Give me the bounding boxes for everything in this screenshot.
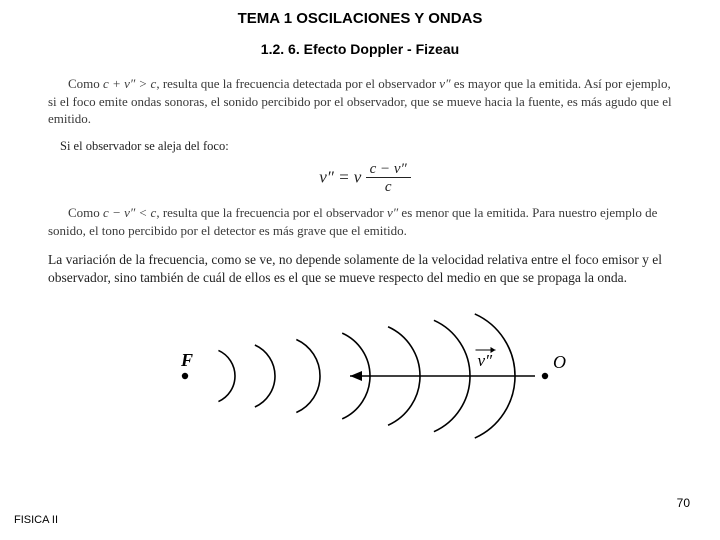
o-point: [542, 372, 548, 378]
formula-lhs: ν″ = ν: [319, 167, 361, 186]
velocity-label: v″: [478, 351, 494, 370]
p1-b: , resulta que la frecuencia detectada po…: [156, 76, 439, 91]
footer-course: FISICA II: [14, 514, 58, 526]
formula-num: c − v″: [366, 161, 411, 179]
p2-b: , resulta que la frecuencia por el obser…: [156, 205, 387, 220]
formula-den: c: [366, 178, 411, 196]
wave-arc: [218, 350, 235, 401]
content-area: Como c + v″ > c, resulta que la frecuenc…: [0, 57, 720, 446]
arrow-head-icon: [350, 371, 362, 381]
paragraph-si: Si el observador se aleja del foco:: [48, 138, 682, 155]
paragraph-1: Como c + v″ > c, resulta que la frecuenc…: [48, 75, 682, 128]
f-point: [182, 372, 188, 378]
wave-arc: [296, 339, 320, 412]
paragraph-3: La variación de la frecuencia, como se v…: [48, 251, 682, 287]
vector-overline-head-icon: [491, 347, 496, 353]
page-number: 70: [677, 496, 690, 510]
wave-arc: [255, 345, 275, 407]
p1-nu: ν″: [439, 76, 450, 91]
page-title: TEMA 1 OSCILACIONES Y ONDAS: [0, 0, 720, 27]
wave-diagram: F O v″: [155, 306, 575, 446]
p1-expr: c + v″ > c: [103, 76, 156, 91]
p2-nu: ν″: [387, 205, 398, 220]
p1-a: Como: [68, 76, 103, 91]
diagram-svg: F O v″: [155, 306, 575, 446]
formula-fraction: c − v″ c: [366, 161, 411, 197]
formula: ν″ = ν c − v″ c: [48, 161, 682, 197]
section-subtitle: 1.2. 6. Efecto Doppler - Fizeau: [0, 41, 720, 57]
paragraph-2: Como c − v″ < c, resulta que la frecuenc…: [48, 204, 682, 239]
p2-a: Como: [68, 205, 103, 220]
f-label: F: [180, 350, 193, 370]
p2-expr: c − v″ < c: [103, 205, 156, 220]
o-label: O: [553, 352, 566, 372]
